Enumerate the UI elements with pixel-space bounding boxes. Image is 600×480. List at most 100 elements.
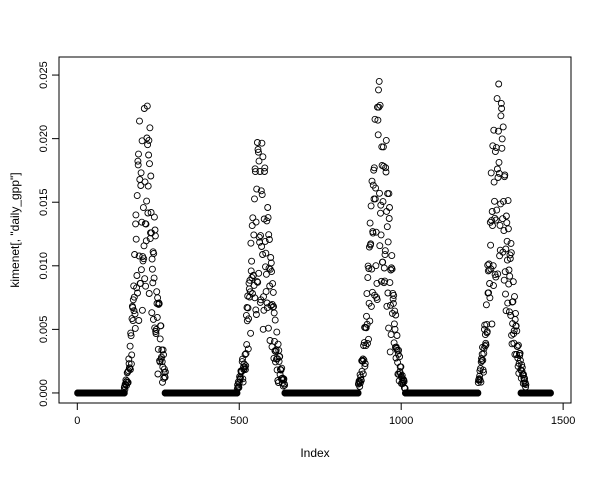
- data-point: [135, 150, 142, 158]
- data-point: [491, 197, 498, 205]
- data-point: [383, 302, 391, 310]
- data-point: [129, 317, 137, 325]
- data-point: [507, 311, 515, 319]
- data-point: [127, 332, 135, 340]
- data-point: [135, 317, 143, 324]
- data-point: [126, 342, 134, 350]
- data-point: [371, 115, 379, 123]
- data-point: [242, 311, 250, 319]
- data-point: [138, 218, 146, 226]
- data-point: [518, 363, 526, 371]
- data-point: [373, 279, 381, 287]
- data-point: [121, 386, 129, 393]
- data-point: [256, 298, 264, 306]
- data-point: [390, 339, 398, 347]
- data-point: [381, 251, 389, 259]
- data-point: [390, 291, 398, 299]
- data-point: [134, 289, 141, 297]
- data-point: [144, 141, 152, 149]
- data-point: [146, 124, 154, 132]
- data-point: [500, 227, 508, 235]
- data-point: [267, 259, 275, 267]
- data-point: [493, 95, 501, 103]
- data-point: [375, 103, 383, 111]
- data-point: [137, 182, 145, 189]
- data-point: [157, 322, 165, 330]
- data-point: [120, 389, 128, 397]
- data-point: [153, 313, 161, 321]
- data-point: [247, 239, 255, 247]
- data-point: [500, 197, 507, 205]
- data-point: [502, 212, 510, 220]
- data-point: [262, 249, 270, 257]
- data-point: [489, 142, 497, 150]
- data-point: [251, 168, 259, 176]
- data-point: [366, 317, 374, 325]
- plot-frame: [58, 56, 572, 404]
- data-point: [388, 252, 396, 260]
- data-point: [522, 383, 530, 391]
- data-point: [398, 371, 406, 379]
- data-point: [258, 139, 266, 147]
- data-point: [384, 289, 392, 297]
- data-point: [381, 247, 389, 255]
- data-point: [264, 204, 272, 211]
- data-point: [148, 309, 156, 317]
- data-point: [475, 375, 483, 383]
- data-point: [512, 322, 520, 330]
- data-point: [377, 231, 385, 239]
- data-point: [139, 204, 147, 212]
- data-point: [382, 168, 390, 176]
- data-point: [395, 346, 403, 354]
- data-point: [141, 178, 149, 186]
- y-tick-label: 0.020: [38, 125, 50, 153]
- data-point: [127, 360, 135, 368]
- data-point: [235, 384, 243, 391]
- data-point: [143, 102, 151, 110]
- data-point: [257, 187, 265, 195]
- data-point: [375, 77, 383, 85]
- data-point: [502, 307, 510, 315]
- data-point: [270, 309, 278, 317]
- data-point: [495, 80, 503, 88]
- data-point: [144, 182, 152, 190]
- data-point: [148, 265, 156, 273]
- data-point: [397, 370, 404, 378]
- data-point: [507, 249, 515, 257]
- data-point: [143, 134, 151, 142]
- data-point: [144, 209, 152, 217]
- data-point: [281, 381, 289, 389]
- data-point: [502, 290, 509, 298]
- data-point: [390, 320, 398, 328]
- data-point: [264, 214, 272, 222]
- data-point: [357, 376, 365, 384]
- data-point: [514, 341, 522, 349]
- data-point: [258, 243, 266, 250]
- data-point: [367, 240, 375, 248]
- data-point: [504, 225, 512, 233]
- data-point: [512, 309, 519, 317]
- y-tick-label: 0.010: [38, 252, 50, 280]
- data-point: [502, 245, 510, 253]
- data-point: [252, 306, 260, 314]
- data-point: [486, 280, 494, 287]
- data-point: [388, 309, 396, 317]
- data-point: [132, 220, 140, 228]
- data-point: [160, 351, 167, 359]
- data-point: [145, 290, 153, 297]
- data-point: [505, 266, 513, 274]
- data-point: [145, 136, 153, 144]
- data-point: [382, 136, 390, 144]
- data-point: [365, 265, 373, 272]
- data-point: [266, 337, 274, 344]
- data-point: [497, 99, 505, 107]
- x-tick-label: 1000: [389, 415, 413, 427]
- data-point: [268, 268, 276, 276]
- data-point: [254, 278, 262, 286]
- data-point: [391, 307, 399, 315]
- data-point: [147, 172, 155, 180]
- data-point: [388, 265, 396, 273]
- data-point: [483, 328, 491, 336]
- data-point: [154, 370, 162, 378]
